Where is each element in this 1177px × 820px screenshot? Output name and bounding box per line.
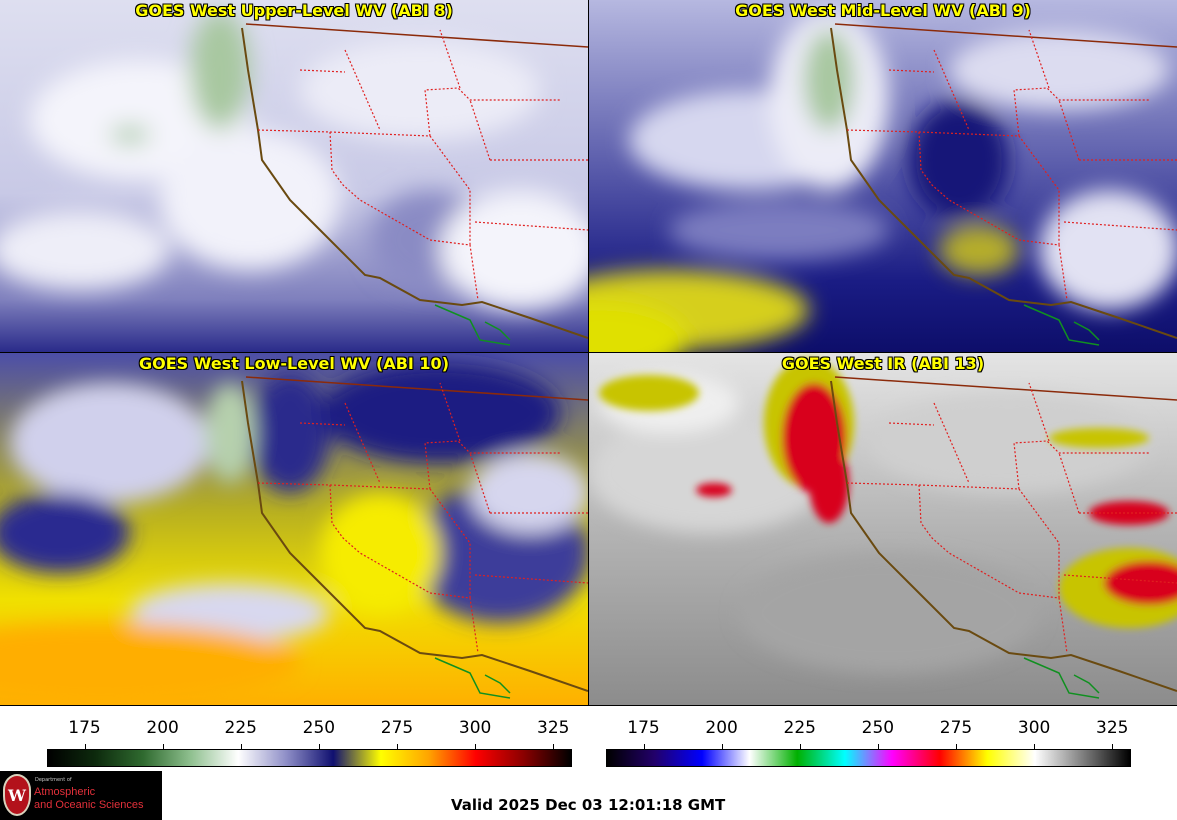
panel-title: GOES West Upper-Level WV (ABI 8) (135, 1, 453, 20)
colorbar-tick-mark (397, 744, 398, 749)
colorbar-tick-mark (318, 744, 320, 749)
colorbar-tick-label: 200 (146, 718, 179, 738)
colorbar-tick-mark (1112, 744, 1114, 749)
panel-divider-vertical (588, 0, 589, 706)
colorbar-tick-label: 250 (302, 718, 336, 738)
colorbar-tick-label: 275 (939, 718, 973, 738)
colorbar-tick-mark (721, 744, 723, 749)
upper-level-wv-panel: GOES West Upper-Level WV (ABI 8) (0, 0, 588, 352)
colorbar-tick-mark (553, 744, 555, 749)
mid-level-wv-panel: GOES West Mid-Level WV (ABI 9) (589, 0, 1177, 352)
panel-title: GOES West IR (ABI 13) (781, 354, 985, 373)
panel-divider-bottom (0, 705, 1177, 706)
panel-divider-horizontal (0, 352, 1177, 353)
colorbar-tick-mark (475, 744, 477, 749)
colorbar-tick-label: 250 (861, 718, 895, 738)
wv-colorbar (47, 749, 572, 767)
colorbar-tick-label: 275 (380, 718, 414, 738)
colorbar-tick-mark (84, 744, 86, 749)
colorbar-tick-label: 175 (68, 718, 101, 738)
infrared-image (589, 353, 1177, 705)
colorbar-tick-label: 200 (705, 718, 738, 738)
logo-line-1: Atmospheric (34, 786, 96, 798)
low-level-wv-panel: GOES West Low-Level WV (ABI 10) (0, 353, 588, 705)
ir-colorbar (606, 749, 1131, 767)
ir-colorbar-scale: 175 200 225 250 275 300 325 (606, 706, 1131, 770)
colorbar-tick-label: 225 (783, 718, 816, 738)
colorbar-tick-mark (877, 744, 879, 749)
low-level-wv-image (0, 353, 588, 705)
logo-dept-line: Department of (35, 777, 72, 783)
colorbar-tick-mark (799, 744, 801, 749)
colorbar-tick-label: 175 (627, 718, 660, 738)
logo-line-2: and Oceanic Sciences (34, 799, 144, 811)
colorbar-tick-mark (1034, 744, 1036, 749)
colorbar-tick-label: 225 (224, 718, 257, 738)
colorbar-tick-mark (162, 744, 164, 749)
infrared-panel: GOES West IR (ABI 13) (589, 353, 1177, 705)
wv-colorbar-scale: 175 200 225 250 275 300 325 (47, 706, 572, 770)
colorbar-tick-label: 300 (1017, 718, 1051, 738)
upper-level-wv-image (0, 0, 588, 352)
mid-level-wv-image (589, 0, 1177, 352)
colorbar-tick-label: 325 (1096, 718, 1129, 738)
colorbar-tick-label: 300 (458, 718, 492, 738)
valid-time: Valid 2025 Dec 03 12:01:18 GMT (451, 796, 726, 814)
colorbar-tick-mark (240, 744, 242, 749)
colorbar-tick-mark (956, 744, 957, 749)
colorbar-tick-label: 325 (537, 718, 570, 738)
aos-logo: W Department of Atmospheric and Oceanic … (0, 771, 162, 820)
university-seal-icon: W (3, 774, 31, 816)
panel-title: GOES West Mid-Level WV (ABI 9) (735, 1, 1031, 20)
panel-title: GOES West Low-Level WV (ABI 10) (138, 354, 449, 373)
colorbar-tick-mark (643, 744, 645, 749)
